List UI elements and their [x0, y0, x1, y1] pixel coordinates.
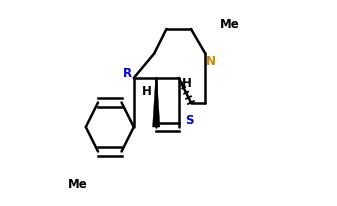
Polygon shape — [153, 79, 160, 127]
Text: Me: Me — [68, 177, 88, 190]
Text: R: R — [123, 67, 132, 80]
Text: N: N — [206, 55, 216, 68]
Text: S: S — [185, 114, 193, 127]
Text: H: H — [142, 84, 152, 97]
Text: Me: Me — [220, 18, 240, 31]
Text: H: H — [182, 76, 192, 89]
